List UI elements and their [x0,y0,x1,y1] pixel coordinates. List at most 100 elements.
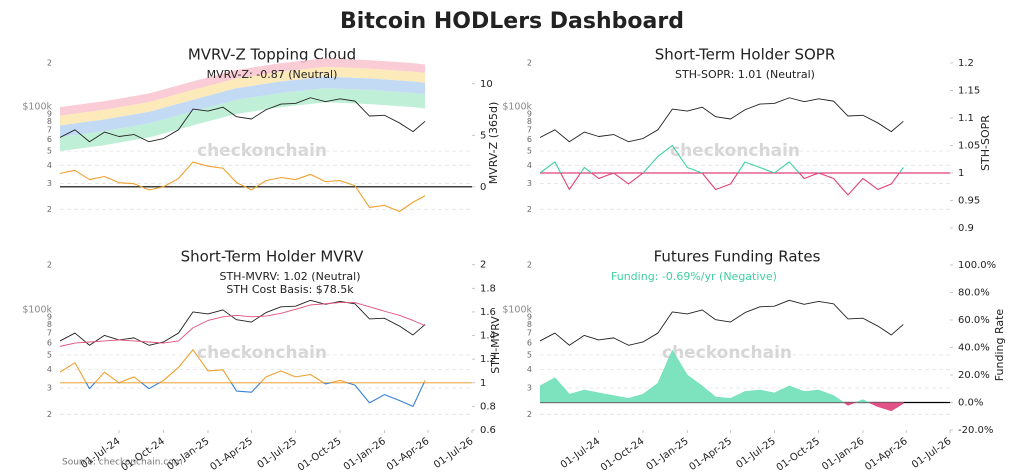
y-tick-label: 8 [527,117,532,126]
y-tick-label: $100k [502,102,532,113]
y-tick-label: 5 [47,350,52,359]
plot-area [540,97,950,196]
x-tick-label: 01-Apr-26 [385,436,432,473]
y2-tick-label: 1 [958,168,964,179]
y-tick-label: 2 [527,205,532,214]
y-tick-label: 7 [47,329,52,338]
cloud-band [60,58,426,116]
y-tick-label: 2 [527,410,532,419]
series-above [60,349,426,383]
x-tick-label: 01-Oct-25 [296,436,343,473]
area [540,349,904,403]
y-tick-label: 9 [47,109,52,118]
panel: MVRV-Z Topping Cloud checkonchain 2 $100k98… [22,46,500,214]
line [60,349,426,383]
line [540,299,904,346]
chart-title: MVRV-Z Topping Cloud [188,46,356,64]
x-tick-label: 01-Jul-24 [559,436,602,471]
y2-tick-label: 10 [480,79,493,90]
source: Source: checkonchain.com [62,458,183,468]
y-tick-label: 9 [527,312,532,321]
annotation: Funding: -0.69%/yr (Negative) [611,270,777,283]
panel: Short-Term Holder SOPR checkonchain 2 $100k… [502,46,992,235]
watermark: checkonchain [662,343,792,363]
x-tick-label: 01-Apr-25 [687,436,734,473]
x-tick-label: 01-Oct-24 [599,436,646,473]
y2-tick-label: 0.9 [958,223,974,234]
watermark: checkonchain [670,141,800,161]
y-tick-label: 4 [47,161,52,170]
y2-axis-label: STH-SOPR [979,115,992,171]
y2-tick-label: 5 [480,130,486,141]
y2-tick-label: 60.0% [958,315,990,326]
y-tick-label: 3 [527,179,532,188]
annotation: STH-SOPR: 1.01 (Neutral) [675,68,815,81]
chart-title: Short-Term Holder MVRV [181,248,365,266]
annotation: MVRV-Z: -0.87 (Neutral) [207,68,338,81]
y2-tick-label: 1.8 [480,283,496,294]
line [85,382,425,407]
y-tick-label: 2 [47,205,52,214]
x-tick-label: 01-Jul-26 [910,436,953,471]
y2-tick-label: 0.95 [958,195,980,206]
y-tick-label: 7 [47,125,52,134]
x-tick-label: 01-Apr-26 [863,436,910,473]
y-tick-label: 2 [47,260,52,269]
plot-area [60,58,472,213]
x-tick-label: 01-Jan-25 [165,436,211,473]
y2-tick-label: 40.0% [958,342,990,353]
y2-tick-label: 0.6 [480,425,496,436]
y-tick-label: 8 [47,117,52,126]
chart-title: Short-Term Holder SOPR [655,46,836,64]
y-tick-label: 6 [47,135,52,144]
y2-tick-label: 1 [480,378,486,389]
y-tick-label: 4 [47,365,52,374]
y-tick-label: $100k [502,304,532,315]
line [60,299,426,346]
y-tick-label: 8 [47,320,52,329]
x-tick-label: 01-Jul-26 [432,436,475,471]
y-tick-label: 5 [527,147,532,156]
y-tick-label: 4 [527,161,532,170]
plot-area [60,299,472,407]
y2-tick-label: 1.4 [480,331,496,342]
x-tick-label: 01-Jan-25 [645,436,691,473]
y2-tick-label: 20.0% [958,370,990,381]
y2-tick-label: 1.2 [958,58,974,69]
y2-tick-label: -20.0% [958,425,993,436]
line [540,97,904,143]
chart-title: Futures Funding Rates [654,248,821,266]
cloud-band [60,88,426,152]
y-tick-label: 2 [527,59,532,68]
series-below [540,172,900,196]
area [540,402,904,412]
y2-tick-label: 2 [480,260,486,271]
line [540,172,900,196]
y-tick-label: 3 [527,384,532,393]
y-tick-label: 3 [47,179,52,188]
cloud-band [60,76,426,137]
annotation: STH-MVRV: 1.02 (Neutral) [219,270,360,283]
x-tick-label: 01-Jul-25 [734,436,777,471]
y-tick-label: 6 [527,135,532,144]
y2-tick-label: 1.15 [958,85,980,96]
y2-tick-label: 1.1 [958,113,974,124]
y-tick-label: 5 [47,147,52,156]
watermark: checkonchain [197,343,327,363]
y2-tick-label: 1.6 [480,307,496,318]
y2-axis-label: Funding Rate [993,309,1006,382]
y-tick-label: 2 [527,260,532,269]
y2-tick-label: 0 [480,182,486,193]
y-tick-label: $100k [22,304,52,315]
y-tick-label: 7 [527,329,532,338]
y2-tick-label: 1.2 [480,354,496,365]
y-tick-label: 2 [47,59,52,68]
page-title: Bitcoin HODLers Dashboard [340,9,684,34]
x-tick-label: 01-Apr-25 [208,436,255,473]
panel: Futures Funding Rates checkonchain 2 $100k9… [502,248,1006,473]
y-tick-label: 2 [47,410,52,419]
line [60,302,426,347]
y-tick-label: 9 [47,312,52,321]
y-tick-label: 6 [47,339,52,348]
